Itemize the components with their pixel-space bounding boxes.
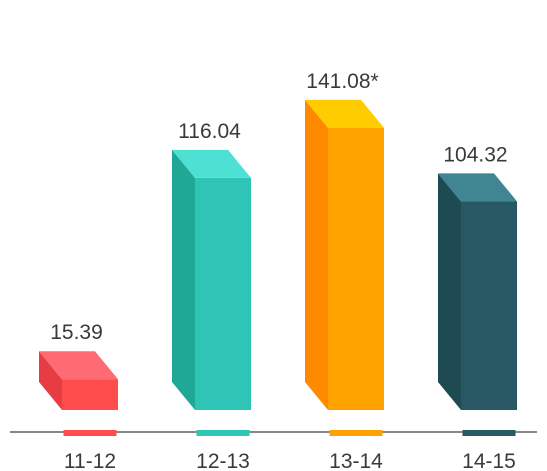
x-tick-label-12-13: 12-13 — [196, 450, 250, 471]
bar-12-13 — [172, 149, 251, 411]
bar-14-15 — [438, 173, 517, 410]
bar-top-face — [39, 351, 118, 380]
bar-13-14 — [305, 99, 384, 410]
bar-front-face — [328, 127, 384, 410]
x-tick-label-11-12: 11-12 — [64, 450, 116, 471]
data-label-13-14: 141.08* — [306, 70, 378, 93]
category-marker-13-14 — [329, 430, 383, 436]
bar-top-face — [172, 149, 251, 178]
category-markers — [63, 430, 516, 436]
bar-side-face — [438, 173, 461, 410]
bar-top-face — [438, 173, 517, 202]
bar-front-face — [195, 177, 251, 410]
data-label-11-12: 15.39 — [50, 321, 103, 344]
bar-side-face — [39, 351, 62, 410]
x-tick-label-14-15: 14-15 — [462, 450, 516, 471]
bars-layer — [39, 99, 517, 411]
x-tick-label-13-14: 13-14 — [329, 450, 383, 471]
bar-front-face — [62, 379, 118, 410]
data-label-12-13: 116.04 — [178, 120, 241, 143]
category-marker-11-12 — [63, 430, 117, 436]
bar-front-face — [461, 201, 517, 410]
data-label-14-15: 104.32 — [443, 143, 507, 166]
bar-top-face — [305, 99, 384, 128]
bar-11-12 — [39, 351, 118, 410]
category-marker-12-13 — [196, 430, 250, 436]
bar-side-face — [305, 99, 328, 410]
bar-side-face — [172, 149, 195, 411]
category-marker-14-15 — [462, 430, 516, 436]
labels-layer: 15.39 11-12 116.04 12-13 141.08* 13-14 104.32 1… — [50, 70, 516, 471]
